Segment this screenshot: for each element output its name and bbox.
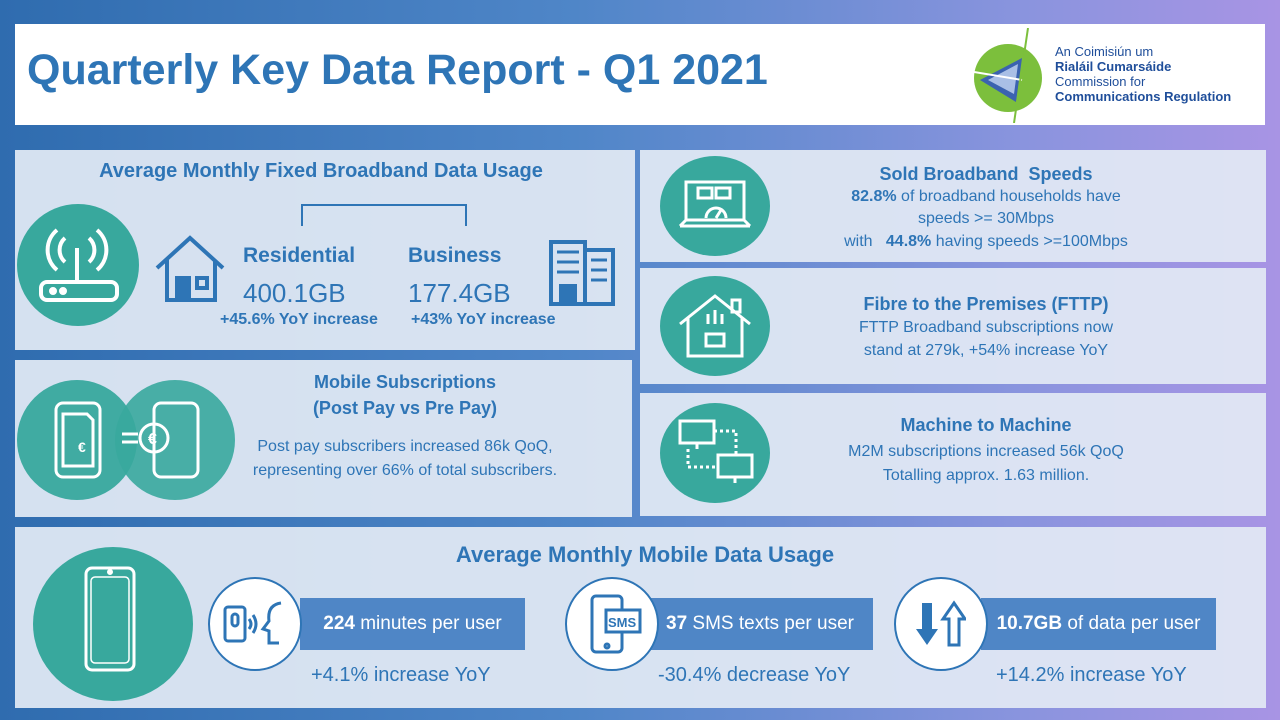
business-change: +43% YoY increase (411, 311, 556, 328)
panel-title: Sold Broadband Speeds (879, 164, 1093, 184)
panel-text: representing over 66% of total subscribe… (252, 462, 558, 479)
business-value: 177.4GB (408, 278, 511, 308)
phone-euro-icon: € (122, 401, 200, 479)
mobile-usage-panel: Average Monthly Mobile Data Usage 224 mi… (15, 527, 1266, 708)
sms-icon: SMS (590, 594, 642, 654)
logo-line: Rialáil Cumarsáide (1055, 59, 1172, 74)
minutes-change: +4.1% increase YoY (311, 664, 491, 686)
fixed-broadband-panel: Average Monthly Fixed Broadband Data Usa… (15, 150, 635, 350)
panel-text: Post pay subscribers increased 86k QoQ, (257, 438, 553, 455)
speeds-line-3: with 44.8% having speeds >=100Mbps (790, 231, 1182, 253)
house-icon (155, 235, 225, 302)
fttp-circle (660, 276, 770, 376)
panel-title: Average Monthly Fixed Broadband Data Usa… (99, 160, 543, 182)
sms-change: -30.4% decrease YoY (658, 664, 851, 686)
data-bar: 10.7GB of data per user (981, 598, 1216, 650)
residential-change: +45.6% YoY increase (220, 311, 378, 328)
voice-call-circle (208, 577, 302, 671)
logo-line: An Coimisiún um (1055, 44, 1154, 59)
residential-label: Residential (243, 244, 356, 267)
page-title: Quarterly Key Data Report - Q1 2021 (27, 46, 768, 94)
office-building-icon (549, 240, 615, 306)
sms-icon-text: SMS (608, 615, 637, 630)
logo-line: Commission for (1055, 74, 1146, 89)
sms-label: SMS texts per user (687, 613, 854, 634)
minutes-label: minutes per user (354, 613, 502, 634)
phone-bill-icon: € (54, 401, 102, 479)
svg-text:€: € (78, 439, 86, 455)
mobile-subscriptions-panel: € € Mobile Subscriptions (Post Pay vs Pr… (15, 360, 632, 517)
fttp-panel: Fibre to the Premises (FTTP) FTTP Broadb… (640, 268, 1266, 384)
panel-text: speeds >= 30Mbps (917, 210, 1055, 227)
speeds-line-1: 82.8% of broadband households have (790, 186, 1182, 208)
panel-title: Average Monthly Mobile Data Usage (455, 542, 835, 567)
logo-text: An Coimisiún um Rialáil Cumarsáide Commi… (1055, 44, 1231, 104)
panel-subtitle: (Post Pay vs Pre Pay) (312, 398, 498, 418)
logo-line: Communications Regulation (1055, 89, 1232, 104)
panel-text: Totalling approx. 1.63 million. (882, 467, 1090, 484)
data-value: 10.7GB (996, 613, 1063, 634)
data-label: of data per user (1062, 613, 1201, 634)
panel-text: FTTP Broadband subscriptions now (858, 319, 1114, 336)
svg-text:€: € (148, 431, 157, 448)
smartphone-icon (84, 566, 136, 672)
fibre-house-icon (679, 294, 751, 358)
panel-text: with (844, 233, 886, 250)
panel-text: of broadband households have (896, 188, 1121, 205)
speeds-pct-100: 44.8% (885, 233, 932, 250)
sms-value: 37 (666, 613, 688, 634)
bracket (301, 204, 467, 226)
header: Quarterly Key Data Report - Q1 2021 An C… (15, 24, 1265, 125)
sms-bar: 37 SMS texts per user (647, 598, 873, 650)
speed-circle (660, 156, 770, 256)
data-circle (894, 577, 988, 671)
panel-text: having speeds >=100Mbps (931, 233, 1128, 250)
panel-title: Machine to Machine (900, 415, 1072, 435)
residential-value: 400.1GB (243, 278, 346, 308)
prepay-circle (115, 380, 235, 500)
minutes-bar: 224 minutes per user (300, 598, 525, 650)
m2m-panel: Machine to Machine M2M subscriptions inc… (640, 393, 1266, 516)
minutes-value: 224 (323, 613, 355, 634)
panel-title: Mobile Subscriptions (313, 372, 496, 392)
data-change: +14.2% increase YoY (996, 664, 1187, 686)
sms-circle: SMS (565, 577, 659, 671)
speeds-pct-30: 82.8% (851, 188, 897, 205)
router-icon (39, 228, 119, 302)
up-down-arrows-icon (916, 600, 966, 647)
business-label: Business (408, 244, 502, 267)
comreg-logo-icon (950, 28, 1042, 123)
panel-title: Fibre to the Premises (FTTP) (863, 294, 1109, 314)
laptop-speed-icon (678, 180, 752, 228)
broadband-speeds-panel: Sold Broadband Speeds 82.8% of broadband… (640, 150, 1266, 262)
panel-text: stand at 279k, +54% increase YoY (863, 342, 1109, 359)
machine-to-machine-icon (678, 419, 754, 483)
panel-text: M2M subscriptions increased 56k QoQ (848, 443, 1124, 460)
voice-call-icon (223, 601, 282, 645)
smartphone-circle (33, 547, 193, 701)
